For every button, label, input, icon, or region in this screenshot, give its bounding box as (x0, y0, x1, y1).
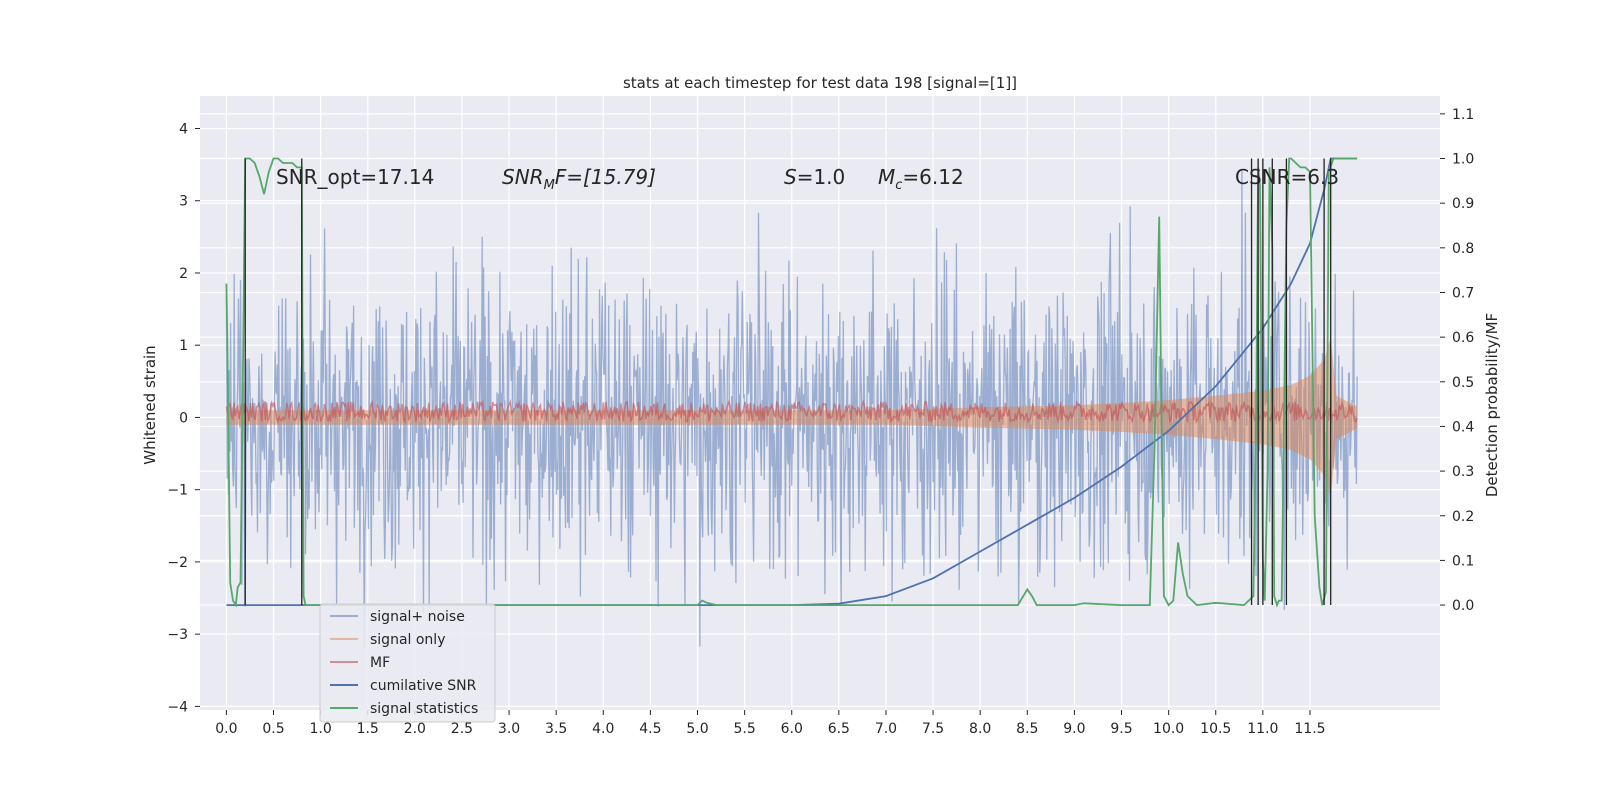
s-value: =1.0 (797, 165, 846, 189)
data-layer (225, 157, 1358, 648)
s-annotation: S=1.0 (784, 165, 845, 189)
x-tick-label: 9.0 (1063, 721, 1085, 737)
x-tick-label: 5.5 (733, 721, 755, 737)
x-tick-label: 9.5 (1110, 721, 1132, 737)
legend-label-signal-statistics: signal statistics (370, 701, 478, 717)
y-right-tick-label: 0.5 (1452, 375, 1474, 391)
legend: signal+ noise signal only MF cumilative … (319, 603, 496, 723)
y-right-tick-label: 0.1 (1452, 553, 1474, 569)
y-right-tick-label: 0.3 (1452, 464, 1474, 480)
x-tick-label: 10.0 (1153, 721, 1184, 737)
s-name: S (784, 165, 797, 189)
y-left-tick-label: 1 (179, 338, 188, 354)
y-left-tick-label: −2 (167, 555, 188, 571)
x-tick-label: 5.0 (686, 721, 708, 737)
snr-mf-name: SNR (502, 165, 544, 189)
mc-name: M (878, 165, 895, 189)
x-tick-label: 8.5 (1016, 721, 1038, 737)
x-tick-label: 2.0 (404, 721, 426, 737)
legend-label-signal-noise: signal+ noise (370, 609, 465, 625)
y-right-tick-label: 0.6 (1452, 330, 1474, 346)
y-left-tick-label: −3 (167, 627, 188, 643)
x-tick-label: 3.0 (498, 721, 520, 737)
y-right-tick-label: 0.4 (1452, 419, 1474, 435)
chart-title: stats at each timestep for test data 198… (623, 74, 1017, 92)
x-tick-label: 7.5 (922, 721, 944, 737)
y-right-tick-label: 1.0 (1452, 152, 1474, 168)
x-tick-label: 8.0 (969, 721, 991, 737)
x-tick-label: 4.5 (639, 721, 661, 737)
snr-mf-subscript: M (544, 178, 555, 193)
x-tick-label: 2.5 (451, 721, 473, 737)
x-tick-label: 6.5 (828, 721, 850, 737)
y-left-tick-label: −4 (167, 699, 188, 715)
series-cumulative-snr-line (226, 157, 1358, 606)
y-right-tick-label: 0.0 (1452, 598, 1474, 614)
legend-label-signal-only: signal only (370, 632, 445, 648)
series-mf-line (225, 398, 1358, 425)
x-tick-label: 11.0 (1247, 721, 1278, 737)
series-signal-only-area (226, 338, 1358, 497)
x-tick-label: 1.5 (357, 721, 379, 737)
legend-label-cumulative-snr: cumilative SNR (370, 678, 477, 694)
x-tick-label: 0.0 (215, 721, 237, 737)
x-tick-label: 6.0 (781, 721, 803, 737)
x-tick-label: 0.5 (262, 721, 284, 737)
y-right-tick-label: 0.7 (1452, 285, 1474, 301)
y-left-tick-label: 4 (179, 122, 188, 138)
y-left-tick-label: −1 (167, 483, 188, 499)
x-tick-label: 7.0 (875, 721, 897, 737)
y-right-tick-label: 1.1 (1452, 107, 1474, 123)
y-right-tick-label: 0.9 (1452, 196, 1474, 212)
x-tick-label: 4.0 (592, 721, 614, 737)
y-axis-right-label: Detection probability/MF (1483, 313, 1501, 497)
x-tick-label: 10.5 (1200, 721, 1231, 737)
y-left-tick-label: 0 (179, 410, 188, 426)
snr-mf-annotation: SNRMF=[15.79] (502, 165, 656, 193)
y-left-tick-label: 2 (179, 266, 188, 282)
snr-mf-value: F=[15.79] (555, 165, 656, 189)
mc-annotation: Mc=6.12 (878, 165, 964, 193)
x-tick-label: 11.5 (1294, 721, 1325, 737)
legend-box (319, 603, 496, 723)
x-tick-label: 1.0 (309, 721, 331, 737)
x-tick-label: 3.5 (545, 721, 567, 737)
csnr-annotation: CSNR=6.3 (1235, 165, 1339, 189)
y-axis-left-label: Whitened strain (141, 345, 159, 464)
ticks-layer: 0.0 0.5 1.0 1.5 2.0 2.5 3.0 3.5 4.0 4.5 5.0 5.5 6.0 6… (167, 107, 1474, 737)
series-signal-statistics-line (225, 157, 1358, 608)
y-right-tick-label: 0.2 (1452, 509, 1474, 525)
snr-opt-annotation: SNR_opt=17.14 (276, 165, 434, 189)
mc-value: =6.12 (902, 165, 963, 189)
y-left-tick-label: 3 (179, 194, 188, 210)
y-right-tick-label: 0.8 (1452, 241, 1474, 257)
mc-subscript: c (895, 178, 902, 193)
legend-label-mf: MF (370, 655, 390, 671)
